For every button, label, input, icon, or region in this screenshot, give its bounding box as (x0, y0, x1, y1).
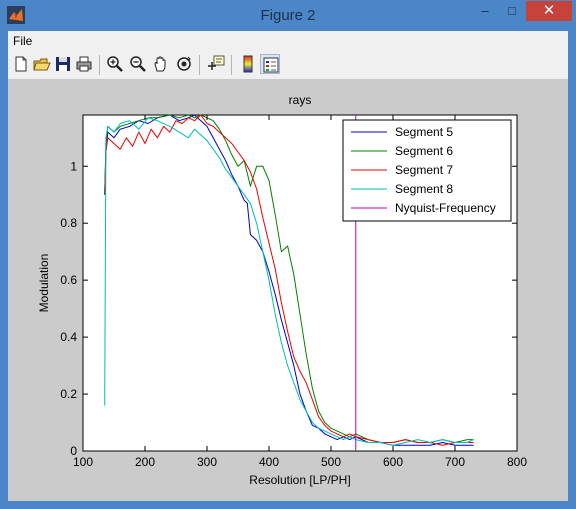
print-icon (76, 56, 92, 72)
legend-icon (263, 57, 279, 73)
pan-button[interactable] (151, 54, 171, 74)
zoom-out-icon (130, 56, 146, 72)
rotate-3d-button[interactable] (174, 54, 194, 74)
y-tick-label: 0.2 (60, 387, 77, 401)
zoom-out-button[interactable] (128, 54, 148, 74)
x-tick-label: 700 (445, 455, 465, 469)
x-tick-label: 400 (259, 455, 279, 469)
toolbar-separator (199, 55, 200, 75)
legend-label: Segment 8 (395, 182, 453, 196)
legend-label: Segment 7 (395, 163, 453, 177)
x-tick-label: 600 (383, 455, 403, 469)
y-tick-label: 0 (70, 444, 77, 458)
toolbar-separator (231, 55, 232, 75)
new-figure-icon (15, 56, 27, 72)
pan-icon (154, 56, 166, 72)
maximize-button[interactable]: □ (508, 3, 516, 18)
chart-title: rays (289, 93, 312, 107)
close-button[interactable]: ✕ (526, 1, 572, 21)
legend-button[interactable] (260, 54, 280, 74)
y-axis-label: Modulation (37, 254, 51, 313)
menu-file[interactable]: File (13, 34, 33, 48)
zoom-in-button[interactable] (105, 54, 125, 74)
menu-bar: File (8, 31, 568, 51)
colorbar-button[interactable] (238, 54, 258, 74)
y-tick-label: 0.8 (60, 216, 77, 230)
x-tick-label: 300 (197, 455, 217, 469)
series-layer (104, 114, 474, 451)
toolbar-separator (99, 55, 100, 75)
data-cursor-icon (208, 55, 225, 70)
x-tick-label: 800 (507, 455, 527, 469)
window-title: Figure 2 (260, 7, 316, 24)
rotate-3d-icon (177, 56, 191, 71)
print-button[interactable] (74, 54, 94, 74)
x-tick-label: 500 (321, 455, 341, 469)
y-tick-label: 1 (70, 159, 77, 173)
legend-label: Nyquist-Frequency (395, 201, 496, 215)
x-tick-label: 100 (73, 455, 93, 469)
line-chart[interactable]: 100 200 300 400 500 600 700 800 0 0.2 0.4 0.6 0.8 1 r… (8, 80, 568, 501)
minimize-button[interactable]: – (481, 3, 489, 18)
legend-label: Segment 6 (395, 144, 453, 158)
figure-toolbar (8, 51, 568, 80)
x-tick-label: 200 (135, 455, 155, 469)
y-tick-label: 0.4 (60, 330, 77, 344)
x-axis-label: Resolution [LP/PH] (249, 473, 350, 487)
series-line-segment-7 (104, 114, 474, 446)
data-cursor-button[interactable] (206, 54, 226, 74)
legend[interactable]: Segment 5 Segment 6 Segment 7 Segment 8 Nyqu… (342, 119, 512, 222)
colorbar-icon (243, 55, 253, 73)
matlab-app-icon (7, 6, 25, 24)
figure-client-area: File (8, 31, 568, 501)
ticks-layer: 100 200 300 400 500 600 700 800 0 0.2 0.4 0.6 0.8 1 (60, 115, 527, 469)
open-file-button[interactable] (32, 54, 52, 74)
y-tick-label: 0.6 (60, 273, 77, 287)
save-button[interactable] (53, 54, 73, 74)
legend-label: Segment 5 (395, 125, 453, 139)
save-icon (56, 57, 70, 71)
series-line-segment-8 (104, 117, 474, 446)
open-file-icon (33, 58, 51, 71)
figure-canvas: 100 200 300 400 500 600 700 800 0 0.2 0.4 0.6 0.8 1 r… (8, 80, 568, 501)
zoom-in-icon (107, 56, 123, 72)
new-figure-button[interactable] (11, 54, 31, 74)
title-bar[interactable]: Figure 2 – □ ✕ (0, 0, 576, 31)
